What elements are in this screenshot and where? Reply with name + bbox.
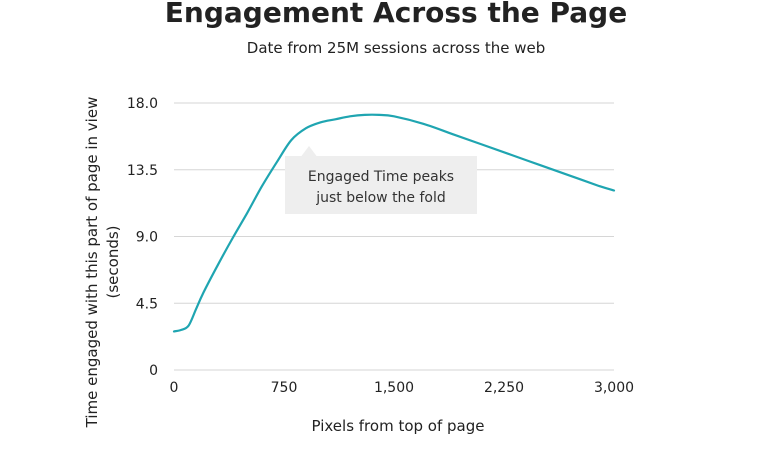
y-axis-label-line-2: (seconds) bbox=[104, 225, 122, 298]
gridlines bbox=[174, 102, 614, 371]
annotation-pointer bbox=[300, 146, 318, 158]
chart-title: Engagement Across the Page bbox=[165, 0, 627, 29]
x-tick-label-4: 3,000 bbox=[594, 380, 634, 396]
x-axis-ticks: 0 750 1,500 2,250 3,000 bbox=[170, 380, 635, 396]
chart-subtitle: Date from 25M sessions across the web bbox=[247, 39, 545, 57]
annotation-box bbox=[285, 156, 477, 214]
x-tick-label-2: 1,500 bbox=[374, 380, 414, 396]
y-tick-label-1: 4.5 bbox=[136, 296, 158, 312]
y-axis-ticks: 0 4.5 9.0 13.5 18.0 bbox=[127, 96, 158, 379]
annotation-line-1: Engaged Time peaks bbox=[308, 169, 454, 185]
y-tick-label-3: 13.5 bbox=[127, 163, 158, 179]
annotation-line-2: just below the fold bbox=[315, 190, 446, 206]
series-line bbox=[172, 113, 616, 333]
y-tick-label-0: 0 bbox=[149, 363, 158, 379]
x-axis-label: Pixels from top of page bbox=[312, 417, 485, 435]
x-tick-label-0: 0 bbox=[170, 380, 179, 396]
y-axis-label: Time engaged with this part of page in v… bbox=[83, 97, 122, 429]
annotation: Engaged Time peaks just below the fold bbox=[285, 146, 477, 214]
y-tick-label-4: 18.0 bbox=[127, 96, 158, 112]
x-tick-label-1: 750 bbox=[271, 380, 298, 396]
y-tick-label-2: 9.0 bbox=[136, 230, 158, 246]
y-axis-label-line-1: Time engaged with this part of page in v… bbox=[83, 97, 101, 429]
x-tick-label-3: 2,250 bbox=[484, 380, 524, 396]
